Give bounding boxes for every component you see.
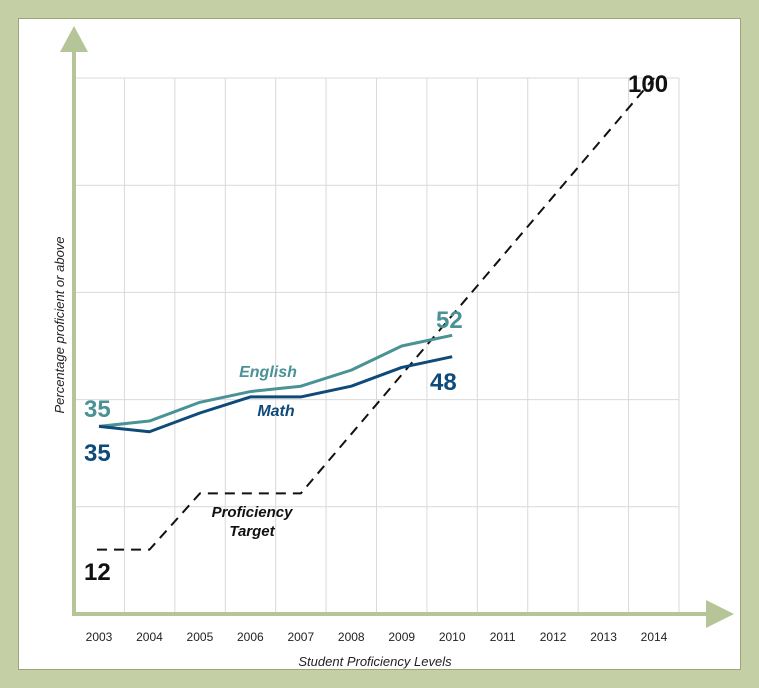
x-tick-label: 2011 — [490, 630, 516, 644]
english-series-label: English — [239, 364, 297, 381]
series — [97, 77, 655, 551]
target-end-value: 100 — [628, 71, 668, 98]
math-line — [98, 355, 453, 434]
target-start-value: 12 — [84, 559, 111, 586]
x-axis-title: Student Proficiency Levels — [298, 654, 452, 669]
x-tick-label: 2012 — [540, 630, 567, 644]
math-start-value: 35 — [84, 440, 111, 467]
x-tick-label: 2006 — [237, 630, 264, 644]
y-axis-arrow-icon — [60, 26, 88, 52]
english-end-value: 52 — [436, 307, 463, 334]
y-axis-title: Percentage proficient or above — [52, 236, 67, 413]
x-tick-label: 2010 — [439, 630, 466, 644]
chart-panel — [18, 18, 741, 670]
x-tick-label: 2014 — [641, 630, 668, 644]
math-series-label: Math — [257, 403, 295, 420]
x-tick-label: 2003 — [86, 630, 113, 644]
x-axis-arrow-icon — [706, 600, 734, 628]
target-series-label-line-1: Proficiency — [212, 504, 294, 521]
x-tick-label: 2005 — [187, 630, 214, 644]
x-tick-label: 2007 — [287, 630, 314, 644]
english-start-value: 35 — [84, 396, 111, 423]
x-tick-label: 2008 — [338, 630, 365, 644]
labels: 2003 2004 2005 2006 2007 2008 2009 2010 2011 2012… — [52, 71, 668, 669]
english-line — [98, 333, 453, 428]
target-series-label-line-2: Target — [229, 523, 275, 540]
x-tick-label: 2009 — [388, 630, 415, 644]
x-tick-label: 2013 — [590, 630, 617, 644]
math-end-value: 48 — [430, 369, 457, 396]
x-tick-label: 2004 — [136, 630, 163, 644]
axes — [60, 26, 734, 628]
proficiency-target-line — [97, 77, 655, 551]
